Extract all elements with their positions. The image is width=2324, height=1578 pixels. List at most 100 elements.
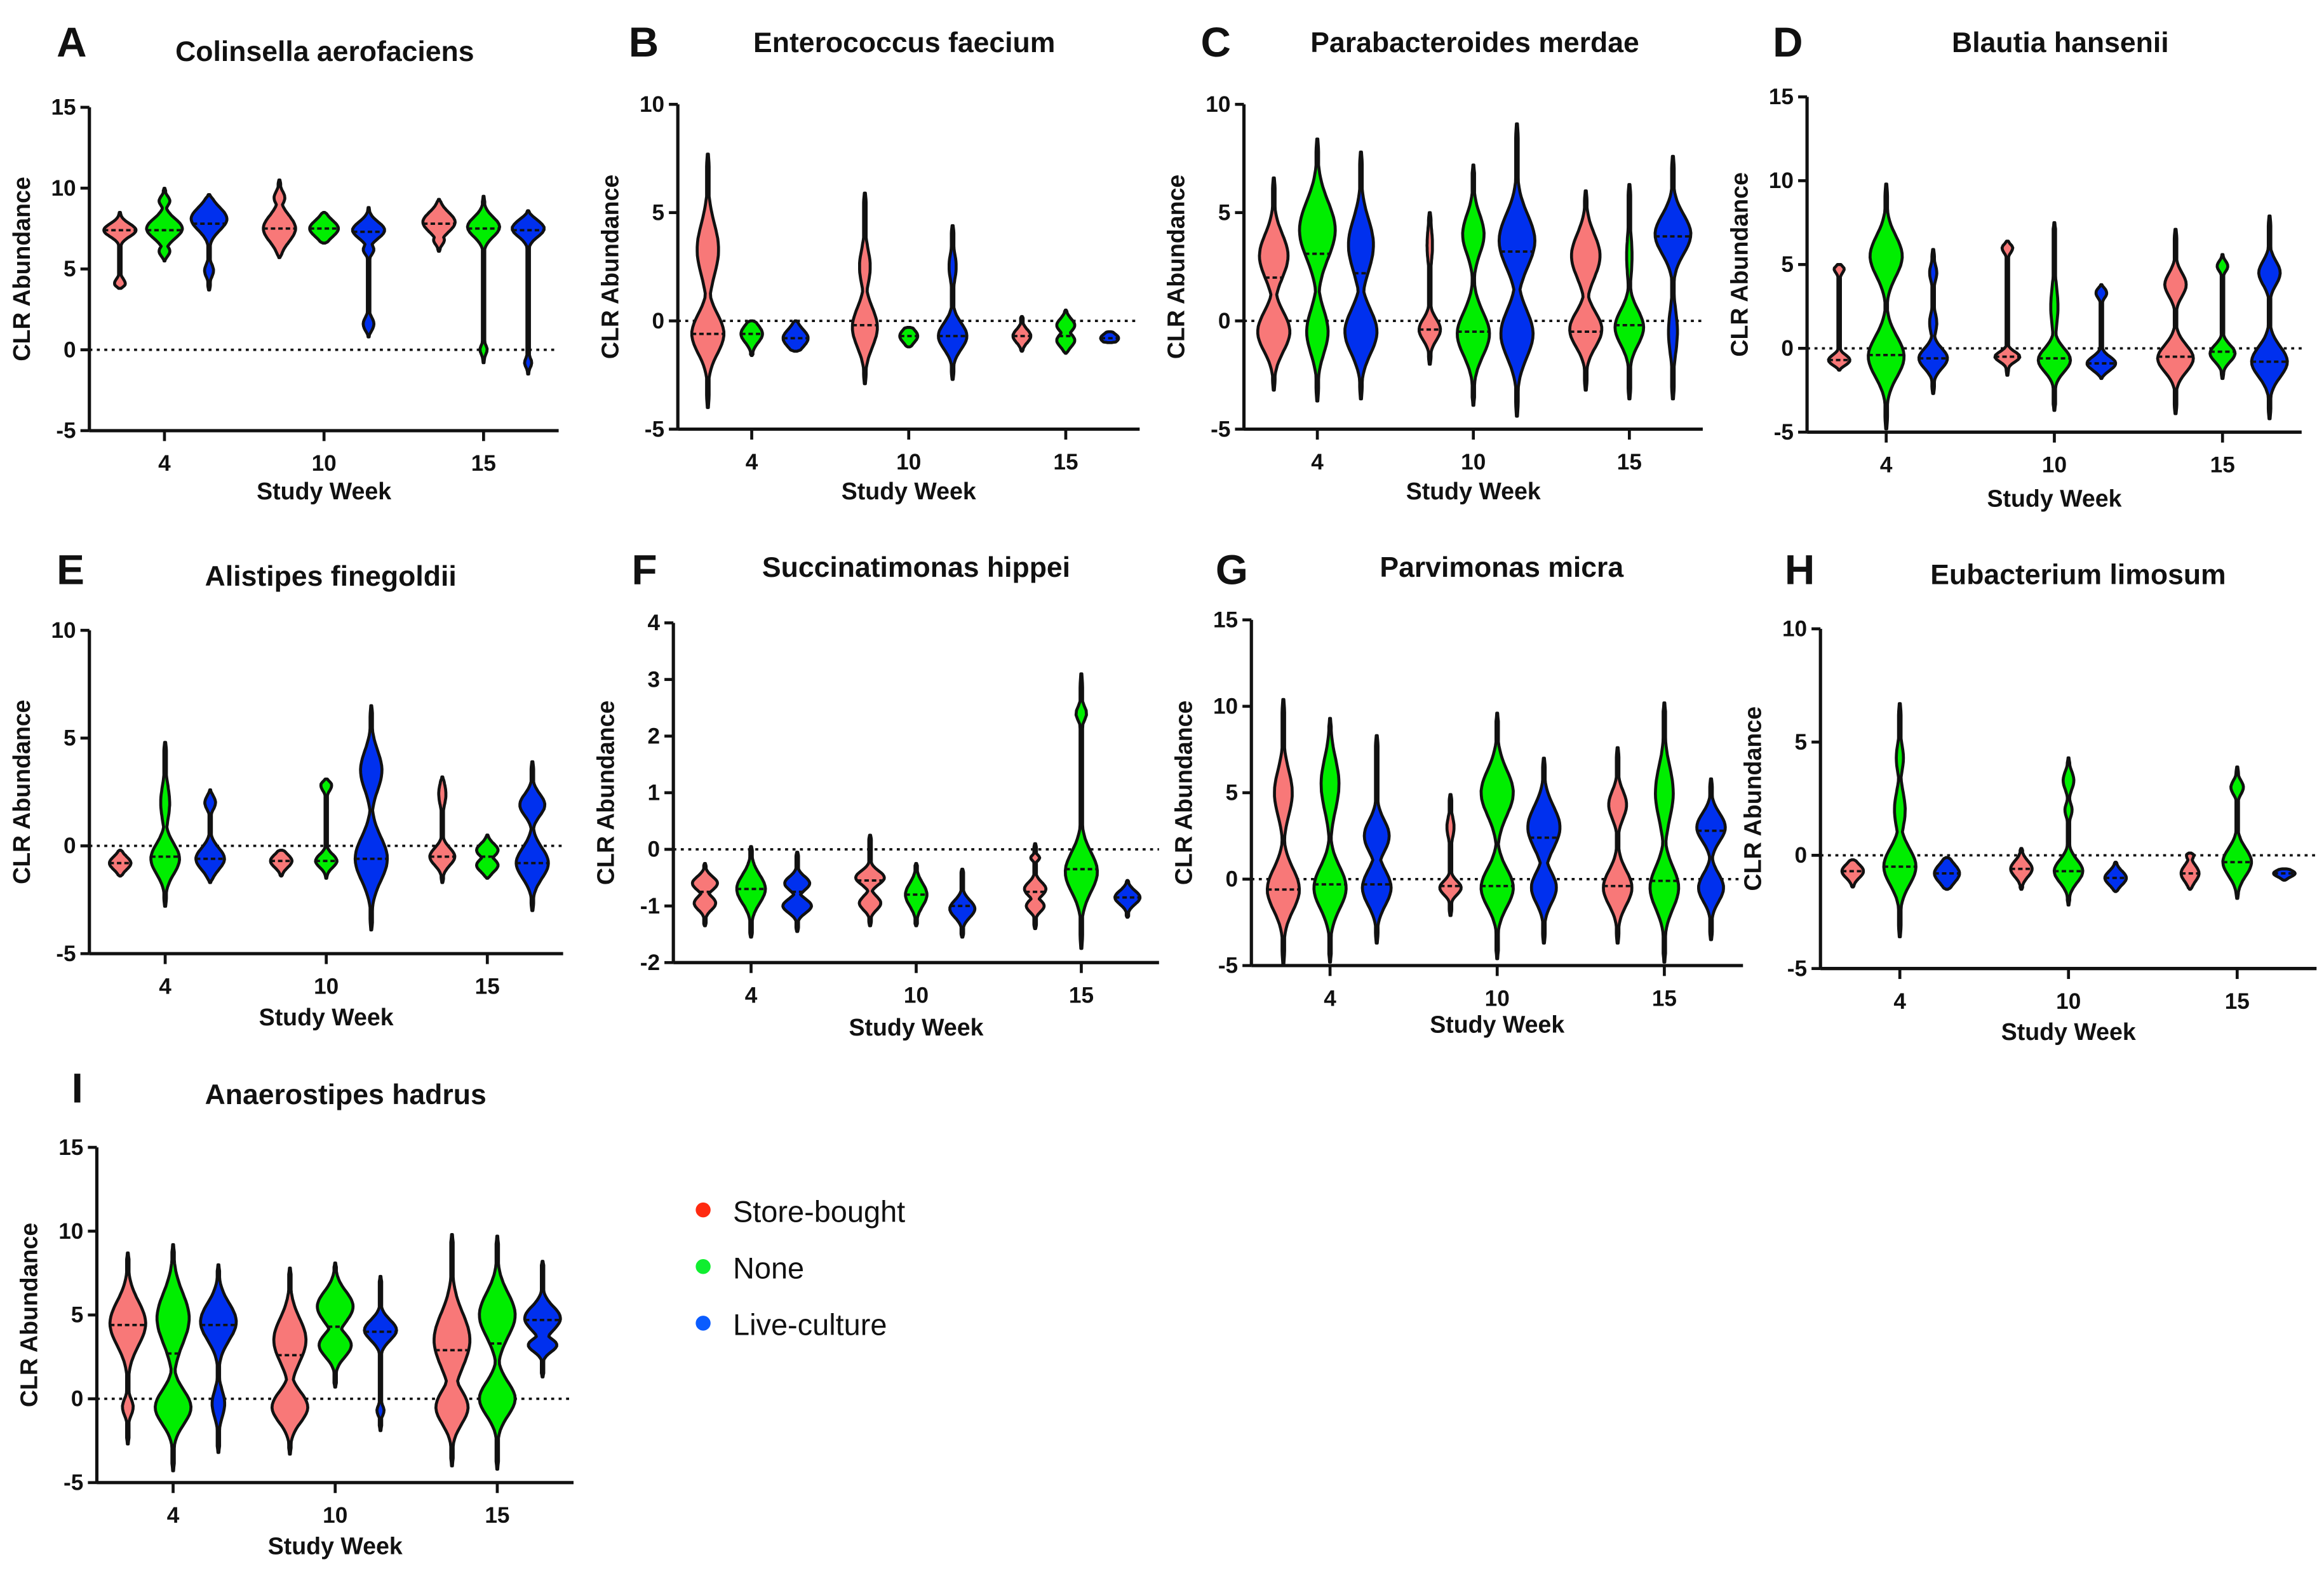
x-axis-label: Study Week — [842, 478, 976, 504]
x-tick-label: 4 — [746, 450, 758, 475]
x-tick-label: 4 — [159, 974, 171, 999]
legend-marker-none — [695, 1259, 711, 1274]
y-tick-label: 10 — [51, 176, 76, 201]
x-tick-label: 10 — [1461, 450, 1486, 475]
x-axis-label: Study Week — [257, 478, 391, 504]
violin-store-bought-week-15 — [1023, 842, 1048, 931]
x-tick-label: 10 — [1485, 986, 1510, 1011]
panel-a: A Colinsella aerofaciens Study Week CLR Abu… — [8, 19, 559, 504]
y-tick-label: -5 — [1787, 956, 1807, 981]
y-tick-label: 5 — [652, 200, 665, 225]
violin-live-culture-week-10 — [937, 224, 969, 381]
y-tick-label: 0 — [1218, 309, 1231, 334]
y-axis-label: CLR Abundance — [596, 175, 623, 359]
violin-store-bought-week-4 — [1827, 263, 1851, 372]
panel-title: Alistipes finegoldii — [205, 561, 457, 592]
violin-store-bought-week-4 — [690, 152, 726, 409]
violin-store-bought-week-15 — [421, 198, 457, 253]
x-tick-label: 15 — [1053, 450, 1078, 475]
y-tick-label: 10 — [1782, 617, 1807, 642]
panel-i: I Anaerostipes hadrus Study Week CLR Abunda… — [16, 1065, 574, 1559]
y-tick-label: 3 — [647, 667, 660, 692]
violin-none-week-10 — [316, 1261, 355, 1389]
legend-marker-store-bought — [695, 1202, 711, 1218]
legend-marker-live-culture — [695, 1316, 711, 1331]
y-tick-label: 10 — [640, 92, 664, 117]
y-tick-label: 0 — [1795, 843, 1808, 868]
violin-none-week-4 — [735, 845, 767, 939]
legend: Store-bought None Live-culture — [695, 1195, 905, 1342]
violin-store-bought-week-4 — [690, 861, 719, 927]
violin-live-culture-week-4 — [781, 851, 813, 933]
panel-letter: H — [1785, 546, 1815, 593]
violin-none-week-15 — [466, 194, 502, 365]
y-axis-label: CLR Abundance — [1170, 701, 1197, 885]
panel-letter: F — [631, 546, 657, 593]
panel-h: H Eubacterium limosum Study Week CLR Abunda… — [1739, 546, 2317, 1045]
x-tick-label: 10 — [312, 451, 337, 476]
y-tick-label: -5 — [1774, 420, 1794, 445]
x-axis-label: Study Week — [1406, 478, 1541, 504]
legend-label-none: None — [733, 1252, 804, 1285]
y-tick-label: 0 — [64, 833, 76, 858]
y-tick-label: 15 — [1213, 608, 1238, 633]
violin-store-bought-week-15 — [1568, 189, 1604, 392]
panel-d: D Blautia hansenii Study Week CLR Abundance… — [1726, 19, 2302, 512]
violin-none-week-15 — [1063, 672, 1099, 950]
y-tick-label: 0 — [71, 1387, 84, 1412]
x-tick-label: 15 — [2225, 989, 2250, 1014]
violin-store-bought-week-10 — [270, 1266, 309, 1456]
x-tick-label: 4 — [158, 451, 171, 476]
violin-store-bought-week-15 — [2179, 851, 2201, 891]
x-tick-label: 10 — [2056, 989, 2081, 1014]
legend-label-live-culture: Live-culture — [733, 1309, 887, 1342]
violin-store-bought-week-10 — [1438, 793, 1463, 917]
panel-title: Succinatimonas hippei — [762, 552, 1070, 583]
violin-live-culture-week-4 — [1360, 734, 1393, 945]
y-tick-label: 4 — [647, 610, 660, 635]
x-tick-label: 15 — [475, 974, 500, 999]
y-tick-label: 2 — [647, 724, 660, 748]
y-axis-label: CLR Abundance — [1163, 175, 1190, 359]
y-tick-label: 10 — [1213, 694, 1238, 719]
y-tick-label: 15 — [58, 1135, 83, 1160]
panel-letter: I — [72, 1065, 83, 1112]
y-tick-label: -5 — [64, 1471, 83, 1495]
panel-letter: A — [57, 19, 86, 65]
y-tick-label: 5 — [1226, 781, 1239, 806]
panel-e: E Alistipes finegoldii Study Week CLR Abund… — [8, 546, 563, 1030]
violin-none-week-15 — [478, 1234, 517, 1471]
violin-live-culture-week-10 — [351, 206, 386, 339]
violin-none-week-10 — [1456, 163, 1491, 407]
violin-none-week-15 — [1613, 183, 1646, 401]
y-tick-label: 10 — [58, 1219, 83, 1244]
x-tick-label: 10 — [896, 450, 921, 475]
y-tick-label: -1 — [640, 894, 660, 919]
violin-live-culture-week-15 — [1695, 777, 1727, 941]
panel-title: Eubacterium limosum — [1930, 559, 2226, 590]
panel-title: Parabacteroides merdae — [1310, 27, 1639, 58]
y-tick-label: 10 — [1206, 92, 1230, 117]
legend-label-store-bought: Store-bought — [733, 1195, 905, 1228]
x-axis-label: Study Week — [1430, 1011, 1564, 1037]
violin-store-bought-week-10 — [262, 179, 297, 259]
y-axis-label: CLR Abundance — [592, 701, 619, 885]
y-tick-label: -5 — [56, 941, 76, 966]
x-axis-label: Study Week — [2001, 1018, 2136, 1045]
panel-title: Colinsella aerofaciens — [175, 36, 474, 67]
y-tick-label: 10 — [1769, 168, 1794, 193]
violin-none-week-10 — [1479, 711, 1515, 961]
panel-letter: E — [57, 546, 84, 593]
violin-none-week-15 — [2208, 253, 2237, 381]
violin-live-culture-week-4 — [781, 319, 810, 353]
violin-live-culture-week-15 — [511, 209, 546, 376]
y-tick-label: 0 — [64, 337, 76, 362]
violin-none-week-4 — [145, 186, 184, 263]
violin-none-week-4 — [1298, 137, 1337, 403]
y-tick-label: 5 — [64, 726, 76, 751]
x-tick-label: 15 — [1652, 986, 1677, 1011]
y-tick-label: 10 — [51, 618, 76, 643]
x-tick-label: 4 — [1324, 986, 1336, 1011]
violin-store-bought-week-4 — [1265, 698, 1301, 966]
